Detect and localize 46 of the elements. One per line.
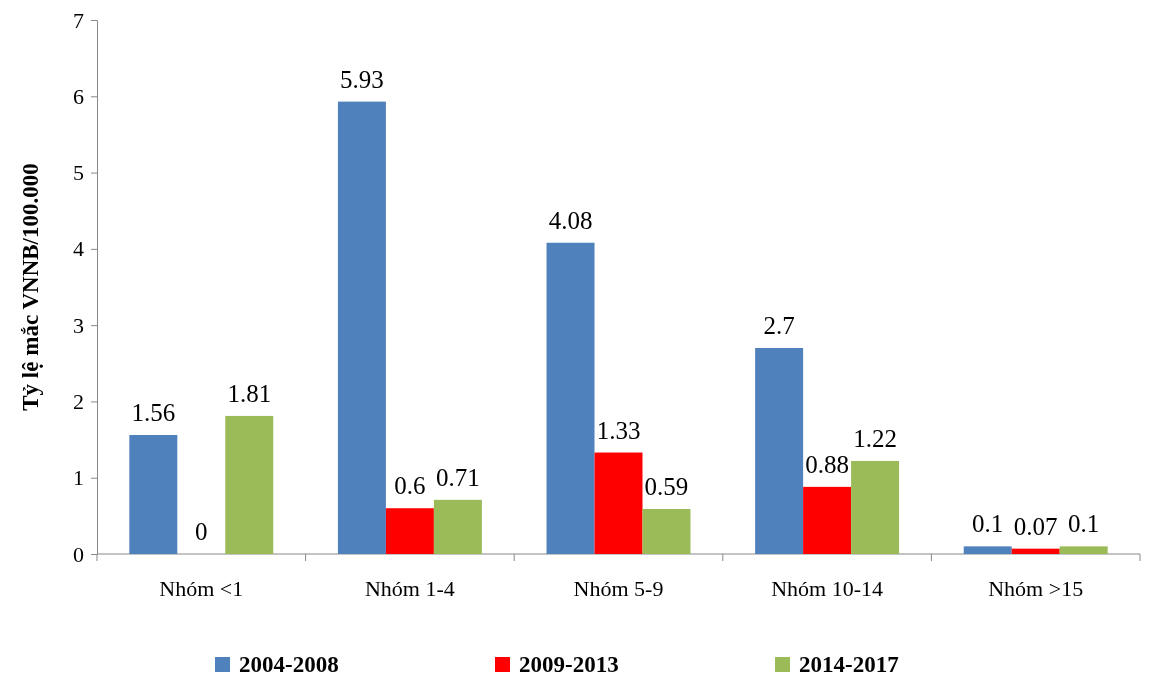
data-label: 1.33	[596, 416, 641, 444]
bar	[546, 242, 595, 554]
y-tick-label: 2	[73, 388, 84, 414]
y-tick-label: 7	[73, 7, 84, 33]
legend-label: 2009-2013	[519, 652, 619, 677]
bar	[385, 508, 434, 554]
bar	[1011, 548, 1060, 554]
data-label: 0.71	[436, 463, 480, 491]
x-tick-label: Nhóm >15	[988, 576, 1084, 601]
bar	[129, 434, 178, 554]
legend-label: 2014-2017	[799, 652, 899, 677]
y-tick-label: 5	[73, 160, 84, 186]
data-label: 2.7	[763, 312, 795, 340]
bar	[963, 546, 1012, 554]
bar	[642, 508, 691, 554]
data-label: 5.93	[340, 65, 384, 93]
bar	[1059, 546, 1108, 554]
x-tick-label: Nhóm 10-14	[771, 576, 884, 601]
data-label: 0	[195, 518, 208, 545]
x-tick-label: Nhóm 5-9	[573, 576, 664, 601]
y-tick-label: 3	[73, 312, 84, 338]
data-label: 0.1	[1068, 510, 1100, 538]
data-label: 0.88	[805, 450, 849, 478]
data-label: 0.59	[644, 472, 689, 500]
data-label: 1.81	[227, 379, 272, 407]
legend-label: 2004-2008	[239, 652, 339, 677]
data-label: 0.6	[394, 472, 426, 500]
bar	[755, 348, 804, 554]
y-axis-title: Tỷ lệ mắc VNNB/100.000	[18, 163, 43, 411]
bar	[433, 499, 482, 554]
y-tick-label: 1	[73, 465, 84, 491]
data-label: 0.1	[972, 510, 1004, 538]
bar	[851, 460, 900, 554]
data-label: 1.22	[853, 424, 897, 452]
y-tick-label: 4	[73, 236, 84, 262]
x-tick-label: Nhóm 1-4	[364, 576, 455, 601]
data-label: 0.07	[1013, 512, 1058, 540]
bar	[337, 101, 386, 554]
bar	[225, 415, 274, 554]
bar	[594, 452, 643, 554]
data-label: 1.56	[131, 398, 176, 426]
y-tick-label: 6	[73, 83, 84, 109]
data-label: 4.08	[548, 206, 593, 234]
bar	[803, 486, 852, 554]
x-tick-label: Nhóm <1	[159, 576, 244, 601]
y-tick-label: 0	[73, 541, 84, 567]
